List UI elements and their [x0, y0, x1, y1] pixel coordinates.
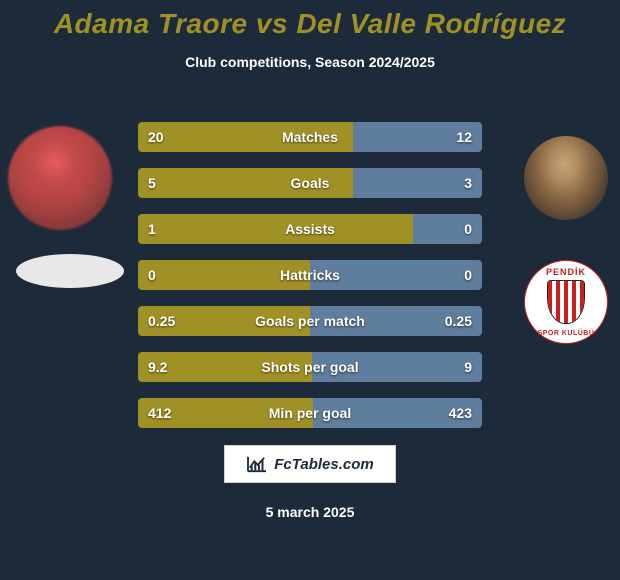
- stat-bar-right: [313, 398, 482, 428]
- subtitle: Club competitions, Season 2024/2025: [0, 54, 620, 70]
- club-badge-text-bottom: SPOR KULÜBÜ: [538, 330, 595, 337]
- stat-row: Goals53: [138, 168, 482, 198]
- stat-bar-right: [353, 122, 482, 152]
- stat-bar-right: [353, 168, 482, 198]
- stat-bar-left: [138, 214, 413, 244]
- stat-bar-left: [138, 306, 310, 336]
- stat-bar-left: [138, 352, 312, 382]
- stat-bar-right: [312, 352, 482, 382]
- club-badge-text-top: PENDİK: [546, 267, 586, 277]
- stat-row: Matches2012: [138, 122, 482, 152]
- stat-bar-left: [138, 398, 313, 428]
- stat-bar-right: [310, 306, 482, 336]
- page-title: Adama Traore vs Del Valle Rodríguez: [0, 0, 620, 40]
- stat-bar-left: [138, 260, 310, 290]
- stat-bar-left: [138, 122, 353, 152]
- player-right-avatar: [524, 136, 608, 220]
- stat-row: Goals per match0.250.25: [138, 306, 482, 336]
- stat-bar-right: [310, 260, 482, 290]
- stat-row: Shots per goal9.29: [138, 352, 482, 382]
- stat-bar-left: [138, 168, 353, 198]
- player-right-club-badge: PENDİK SPOR KULÜBÜ: [524, 260, 608, 344]
- stat-row: Assists10: [138, 214, 482, 244]
- comparison-bars: Matches2012 Goals53 Assists10 Hattricks00 Go…: [138, 122, 482, 444]
- date-label: 5 march 2025: [0, 504, 620, 520]
- footer-logo-text: FcTables.com: [274, 456, 373, 473]
- stat-bar-right: [413, 214, 482, 244]
- player-left-flag: [16, 254, 124, 288]
- comparison-card: Adama Traore vs Del Valle Rodríguez Club…: [0, 0, 620, 580]
- footer-logo: FcTables.com: [224, 445, 396, 483]
- stat-row: Hattricks00: [138, 260, 482, 290]
- stat-row: Min per goal412423: [138, 398, 482, 428]
- chart-icon: [246, 455, 268, 473]
- player-left-avatar: [8, 126, 112, 230]
- club-badge-shield: [547, 280, 585, 324]
